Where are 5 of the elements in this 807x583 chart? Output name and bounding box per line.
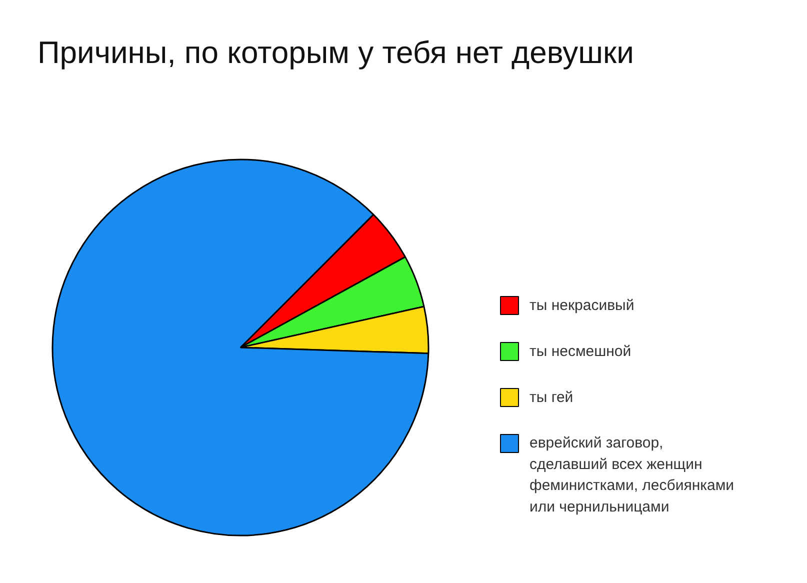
legend-label: ты несмешной	[530, 343, 632, 360]
legend-label: ты гей	[530, 389, 574, 406]
legend-label: еврейский заговор, сделавший всех женщин феминистками, лесбиянками или чернильницами	[530, 434, 734, 516]
legend-label: ты некрасивый	[530, 297, 634, 314]
chart-title: Причины, по которым у тебя нет девушки	[38, 35, 634, 70]
